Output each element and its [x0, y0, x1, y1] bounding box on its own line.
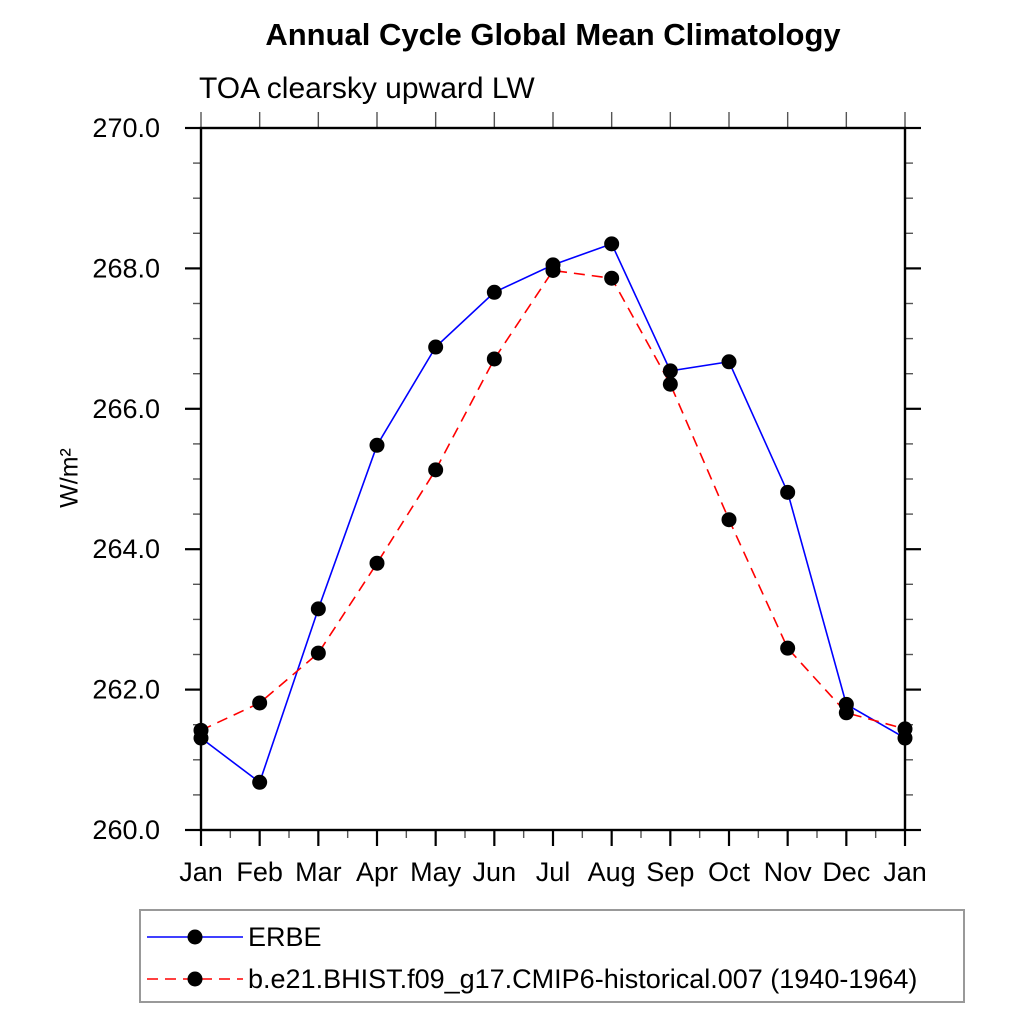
legend-line-sample-model — [147, 971, 243, 987]
model-marker — [604, 270, 620, 286]
y-tick-label: 264.0 — [92, 534, 160, 564]
x-tick-label: Jan — [179, 857, 223, 887]
legend-marker-dot — [187, 971, 203, 987]
x-tick-label: May — [410, 857, 462, 887]
legend-label-model: b.e21.BHIST.f09_g17.CMIP6-historical.007… — [248, 963, 918, 994]
model-marker — [721, 512, 737, 528]
erbe-marker — [369, 437, 385, 453]
x-tick-label: Apr — [356, 857, 398, 887]
model-marker — [369, 555, 385, 571]
erbe-marker — [780, 484, 796, 500]
x-tick-label: Jan — [883, 857, 927, 887]
model-line — [200, 269, 906, 732]
erbe-marker — [252, 774, 268, 790]
model-marker — [310, 645, 326, 661]
x-tick-label: Aug — [588, 857, 636, 887]
model-marker — [897, 721, 913, 737]
y-tick-label: 270.0 — [92, 113, 160, 143]
erbe-marker — [721, 354, 737, 370]
chart-subtitle: TOA clearsky upward LW — [199, 72, 535, 105]
erbe-marker — [662, 363, 678, 379]
legend-line-sample-erbe — [147, 929, 243, 945]
x-tick-label: Jun — [473, 857, 517, 887]
x-tick-label: Nov — [764, 857, 813, 887]
erbe-line — [200, 242, 906, 784]
y-tick-label: 266.0 — [92, 394, 160, 424]
x-tick-label: Oct — [708, 857, 751, 887]
x-tick-label: Feb — [236, 857, 283, 887]
y-tick-label: 268.0 — [92, 253, 160, 283]
legend-marker-dot — [187, 929, 203, 945]
model-marker — [252, 695, 268, 711]
model-marker — [838, 705, 854, 721]
y-tick-label: 260.0 — [92, 815, 160, 845]
model-marker — [662, 376, 678, 392]
erbe-marker — [604, 236, 620, 252]
x-tick-label: Sep — [646, 857, 694, 887]
x-tick-label: Mar — [295, 857, 342, 887]
legend-item-erbe: ERBE — [141, 916, 963, 958]
model-marker — [428, 462, 444, 478]
erbe-marker — [486, 284, 502, 300]
erbe-marker — [428, 339, 444, 355]
x-tick-label: Dec — [822, 857, 870, 887]
legend-item-model: b.e21.BHIST.f09_g17.CMIP6-historical.007… — [141, 958, 963, 1000]
x-tick-label: Jul — [536, 857, 571, 887]
model-marker — [193, 722, 209, 738]
model-marker — [545, 263, 561, 279]
model-marker — [780, 640, 796, 656]
legend-label-erbe: ERBE — [248, 921, 322, 952]
plot-border — [199, 126, 907, 832]
chart-title: Annual Cycle Global Mean Climatology — [265, 17, 841, 52]
model-marker — [486, 351, 502, 367]
legend-box: ERBE b.e21.BHIST.f09_g17.CMIP6-historica… — [139, 909, 965, 1003]
y-tick-label: 262.0 — [92, 675, 160, 705]
erbe-marker — [310, 601, 326, 617]
